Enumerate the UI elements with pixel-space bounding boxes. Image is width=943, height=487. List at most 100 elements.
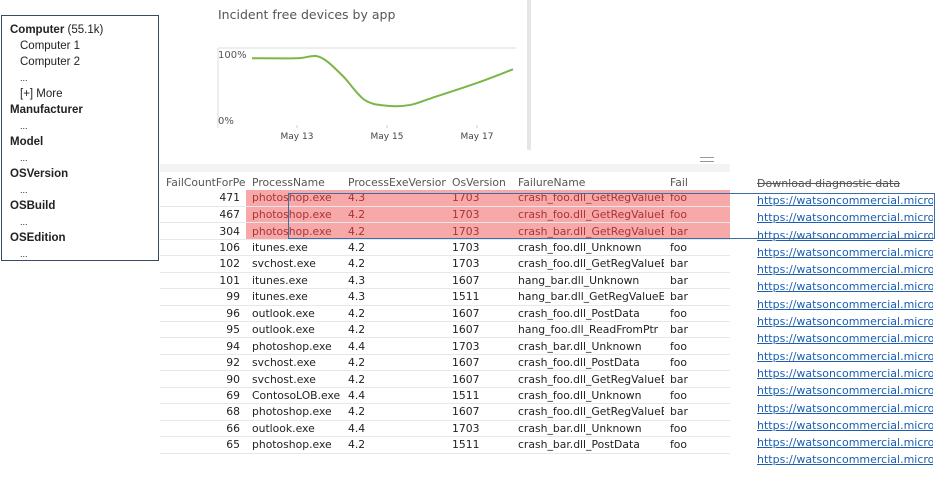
download-header: Download diagnostic data — [757, 177, 901, 190]
download-link[interactable]: https://watsoncommercial.micros... — [757, 211, 933, 225]
cell-processexeversion: 4.2 — [342, 321, 446, 339]
table-row[interactable]: 106 itunes.exe 4.2 1703 crash_foo.dll_Unknow… — [160, 239, 730, 257]
filter-ellipsis: ... — [20, 249, 28, 259]
cell-failcountforperiod: 68 — [160, 403, 246, 421]
x-tick-label: May 17 — [461, 132, 494, 142]
table-row[interactable]: 467 photoshop.exe 4.2 1703 crash_foo.dll_Get… — [160, 206, 730, 224]
cell-osversion: 1607 — [446, 272, 512, 290]
cell-failurename: hang_bar.dll_Unknown — [512, 272, 664, 290]
table-row[interactable]: 68 photoshop.exe 4.2 1607 crash_foo.dll_GetR… — [160, 403, 730, 421]
download-link[interactable]: https://watsoncommercial.micros... — [757, 280, 933, 294]
filter-ellipsis: ... — [20, 73, 28, 83]
column-header-failcountforperiod[interactable]: FailCountForPeriod▼ — [160, 174, 246, 190]
column-header-label: FailureName — [518, 175, 586, 189]
cell-processexeversion: 4.2 — [342, 305, 446, 323]
column-header-label: Fail — [670, 175, 688, 189]
table-row[interactable]: 96 outlook.exe 4.2 1607 crash_foo.dll_PostDa… — [160, 305, 730, 323]
cell-fail: bar — [664, 222, 730, 240]
column-header-osversion[interactable]: OsVersion — [446, 174, 512, 190]
cell-failcountforperiod: 92 — [160, 354, 246, 372]
download-link[interactable]: https://watsoncommercial.micros... — [757, 436, 933, 450]
cell-osversion: 1511 — [446, 288, 512, 306]
cell-processname: outlook.exe — [246, 305, 342, 323]
cell-failcountforperiod: 101 — [160, 272, 246, 290]
cell-processexeversion: 4.3 — [342, 190, 446, 207]
column-header-failurename[interactable]: FailureName — [512, 174, 664, 190]
download-link[interactable]: https://watsoncommercial.micros... — [757, 366, 933, 380]
cell-fail: bar — [664, 321, 730, 339]
download-link[interactable]: https://watsoncommercial.micros... — [757, 194, 933, 207]
cell-osversion: 1703 — [446, 255, 512, 273]
table-toolbar — [160, 164, 730, 172]
filter-group-osbuild[interactable]: OSBuild — [10, 198, 150, 214]
cell-osversion: 1703 — [446, 420, 512, 438]
cell-osversion: 1607 — [446, 403, 512, 421]
table-row[interactable]: 92 svchost.exe 4.2 1607 crash_foo.dll_PostDa… — [160, 354, 730, 372]
cell-osversion: 1511 — [446, 436, 512, 454]
download-link[interactable]: https://watsoncommercial.micros... — [757, 245, 933, 259]
download-link[interactable]: https://watsoncommercial.micros... — [757, 297, 933, 311]
download-link[interactable]: https://watsoncommercial.micros... — [757, 401, 933, 415]
download-link[interactable]: https://watsoncommercial.micros... — [757, 349, 933, 363]
cell-processname: ContosoLOB.exe — [246, 387, 342, 405]
cell-processname: photoshop.exe — [246, 436, 342, 454]
table-row[interactable]: 95 outlook.exe 4.2 1607 hang_foo.dll_ReadFro… — [160, 321, 730, 339]
filter-ellipsis: ... — [20, 217, 28, 227]
cell-fail: foo — [664, 190, 730, 207]
table-row[interactable]: 65 photoshop.exe 4.2 1511 crash_bar.dll_Post… — [160, 436, 730, 454]
download-link[interactable]: https://watsoncommercial.micros... — [757, 263, 933, 277]
filter-item[interactable]: Computer 1 — [20, 40, 81, 52]
cell-failcountforperiod: 471 — [160, 190, 246, 207]
filter-group-computer[interactable]: Computer (55.1k) — [10, 22, 150, 38]
cell-processname: photoshop.exe — [246, 403, 342, 421]
cell-failurename: crash_bar.dll_Unknown — [512, 420, 664, 438]
cell-processexeversion: 4.4 — [342, 387, 446, 405]
download-link[interactable]: https://watsoncommercial.micros... — [757, 453, 933, 467]
cell-fail: foo — [664, 354, 730, 372]
download-link[interactable]: https://watsoncommercial.micros... — [757, 332, 933, 346]
cell-osversion: 1703 — [446, 206, 512, 224]
filter-group-model[interactable]: Model — [10, 134, 150, 150]
cell-processexeversion: 4.2 — [342, 255, 446, 273]
cell-processname: itunes.exe — [246, 288, 342, 306]
cell-fail: bar — [664, 255, 730, 273]
table-row[interactable]: 102 svchost.exe 4.2 1703 crash_foo.dll_GetRe… — [160, 255, 730, 273]
download-link[interactable]: https://watsoncommercial.micros... — [757, 228, 933, 242]
cell-failurename: hang_foo.dll_ReadFromPtr — [512, 321, 664, 339]
column-header-processname[interactable]: ProcessName — [246, 174, 342, 190]
cell-fail: foo — [664, 420, 730, 438]
filter-group-label: OSBuild — [10, 200, 56, 212]
table-row[interactable]: 304 photoshop.exe 4.2 1703 crash_bar.dll_Get… — [160, 222, 730, 240]
filter-group-osversion[interactable]: OSVersion — [10, 166, 150, 182]
resize-handle-icon[interactable] — [700, 157, 714, 162]
more-link[interactable]: [+] More — [20, 88, 63, 100]
y-tick-label: 0% — [218, 116, 234, 127]
download-link[interactable]: https://watsoncommercial.micros... — [757, 315, 933, 329]
download-link[interactable]: https://watsoncommercial.micros... — [757, 418, 933, 432]
cell-failcountforperiod: 467 — [160, 206, 246, 224]
cell-processexeversion: 4.2 — [342, 239, 446, 257]
cell-osversion: 1607 — [446, 321, 512, 339]
cell-fail: bar — [664, 272, 730, 290]
filter-group-osedition[interactable]: OSEdition — [10, 230, 150, 246]
cell-failurename: hang_bar.dll_GetRegValueEx — [512, 288, 664, 306]
column-header-processexeversion[interactable]: ProcessExeVersion — [342, 174, 446, 190]
cell-failurename: crash_bar.dll_Unknown — [512, 337, 664, 355]
table-row[interactable]: 94 photoshop.exe 4.4 1703 crash_bar.dll_Unkn… — [160, 337, 730, 355]
cell-osversion: 1607 — [446, 354, 512, 372]
cell-failurename: crash_foo.dll_PostData — [512, 354, 664, 372]
table-row[interactable]: 101 itunes.exe 4.3 1607 hang_bar.dll_Unknown… — [160, 272, 730, 290]
filter-group-manufacturer[interactable]: Manufacturer — [10, 102, 150, 118]
cell-failurename: crash_bar.dll_PostData — [512, 436, 664, 454]
table-row[interactable]: 99 itunes.exe 4.3 1511 hang_bar.dll_GetRegVa… — [160, 288, 730, 306]
table-row[interactable]: 90 svchost.exe 4.2 1607 crash_foo.dll_GetReg… — [160, 370, 730, 388]
cell-fail: foo — [664, 337, 730, 355]
download-link[interactable]: https://watsoncommercial.micros... — [757, 384, 933, 398]
table-row[interactable]: 471 photoshop.exe 4.3 1703 crash_foo.dll_Get… — [160, 190, 730, 207]
column-header-fail[interactable]: Fail — [664, 174, 730, 190]
filter-item[interactable]: Computer 2 — [20, 56, 81, 68]
series-line — [251, 54, 514, 108]
panel-divider[interactable] — [527, 0, 531, 150]
table-row[interactable]: 69 ContosoLOB.exe 4.4 1511 crash_foo.dll_Unk… — [160, 387, 730, 405]
table-row[interactable]: 66 outlook.exe 4.4 1703 crash_bar.dll_Unknow… — [160, 420, 730, 438]
